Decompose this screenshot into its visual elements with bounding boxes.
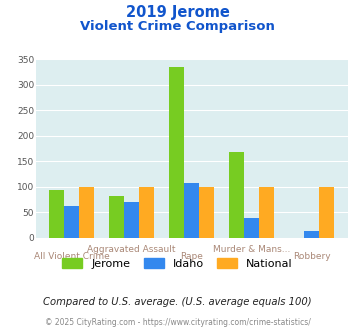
Bar — [64, 206, 79, 238]
Bar — [124, 203, 139, 238]
Bar — [49, 190, 64, 238]
Text: Compared to U.S. average. (U.S. average equals 100): Compared to U.S. average. (U.S. average … — [43, 297, 312, 307]
Bar — [184, 182, 199, 238]
Text: Robbery: Robbery — [293, 252, 331, 261]
Text: Aggravated Assault: Aggravated Assault — [87, 245, 176, 254]
Text: Murder & Mans...: Murder & Mans... — [213, 245, 290, 254]
Text: All Violent Crime: All Violent Crime — [34, 252, 109, 261]
Bar — [79, 187, 94, 238]
Bar — [109, 196, 124, 238]
Text: 2019 Jerome: 2019 Jerome — [126, 5, 229, 20]
Bar — [169, 67, 184, 238]
Bar — [320, 187, 334, 238]
Bar — [259, 187, 274, 238]
Bar — [229, 152, 244, 238]
Bar — [199, 187, 214, 238]
Bar — [244, 218, 259, 238]
Legend: Jerome, Idaho, National: Jerome, Idaho, National — [62, 258, 293, 269]
Bar — [139, 187, 154, 238]
Text: Violent Crime Comparison: Violent Crime Comparison — [80, 20, 275, 33]
Bar — [304, 231, 320, 238]
Text: Rape: Rape — [180, 252, 203, 261]
Text: © 2025 CityRating.com - https://www.cityrating.com/crime-statistics/: © 2025 CityRating.com - https://www.city… — [45, 318, 310, 327]
